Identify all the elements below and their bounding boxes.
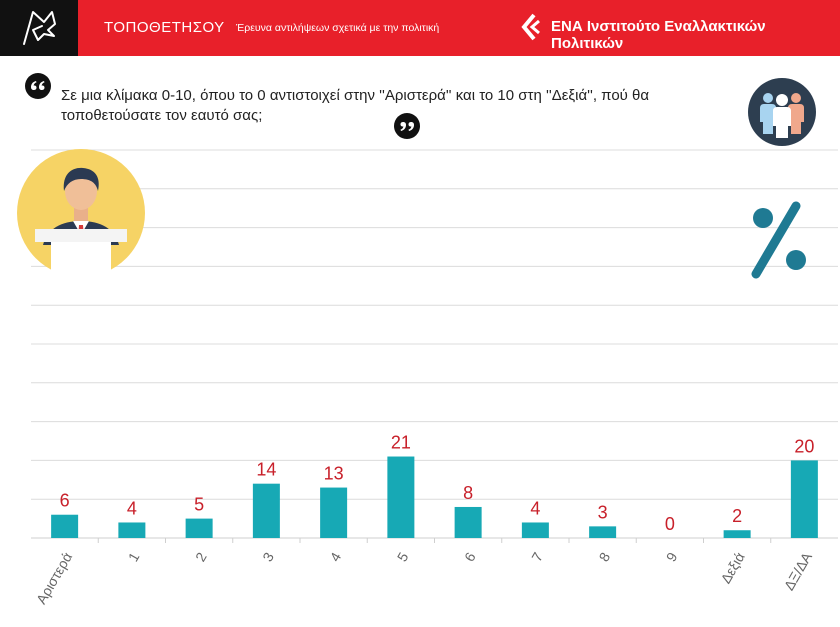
x-tick-label: 2 xyxy=(192,549,210,564)
bar xyxy=(790,460,818,538)
data-label: 20 xyxy=(794,436,814,456)
data-label: 6 xyxy=(60,491,70,511)
header-bar: ΤΟΠΟΘΕΤΗΣΟΥ Έρευνα αντιλήψεων σχετικά με… xyxy=(0,0,840,56)
x-tick-label: 9 xyxy=(663,549,681,564)
organization-name: ΕΝΑ Ινστιτούτο Εναλλακτικών Πολιτικών xyxy=(551,18,766,52)
x-tick-label: 4 xyxy=(326,549,344,564)
x-tick-label: Αριστερά xyxy=(33,550,75,607)
data-label: 3 xyxy=(598,502,608,522)
bar xyxy=(320,487,348,538)
bar xyxy=(185,518,213,538)
data-label: 5 xyxy=(194,495,204,515)
bar xyxy=(589,526,617,538)
quote-close-icon xyxy=(394,113,420,139)
data-label: 4 xyxy=(530,498,540,518)
x-tick-label: 8 xyxy=(595,549,613,564)
ena-logo-icon xyxy=(521,13,540,41)
bar xyxy=(118,522,146,538)
data-label: 13 xyxy=(324,464,344,484)
data-label: 2 xyxy=(732,506,742,526)
data-label: 0 xyxy=(665,514,675,534)
data-label: 4 xyxy=(127,498,137,518)
bar xyxy=(454,506,482,538)
survey-subtitle: Έρευνα αντιλήψεων σχετικά με την πολιτικ… xyxy=(236,22,440,34)
bar xyxy=(51,514,79,538)
speaker-podium-icon xyxy=(17,149,145,277)
x-tick-label: 1 xyxy=(125,549,143,564)
flag-logo[interactable] xyxy=(0,0,78,56)
percent-icon xyxy=(751,201,806,279)
bar xyxy=(521,522,549,538)
bar xyxy=(387,456,415,538)
x-tick-label: 6 xyxy=(461,549,479,564)
flag-logo-icon xyxy=(23,11,56,45)
quote-open-icon xyxy=(25,73,51,99)
data-label: 21 xyxy=(391,433,411,453)
x-tick-label: 3 xyxy=(259,549,277,564)
x-tick-label: 7 xyxy=(528,549,546,564)
brand-title: ΤΟΠΟΘΕΤΗΣΟΥ xyxy=(104,19,225,36)
data-label: 14 xyxy=(256,460,276,480)
data-label: 8 xyxy=(463,483,473,503)
x-tick-label: ΔΞ/ΔΑ xyxy=(781,549,816,593)
x-tick-label: 5 xyxy=(394,549,412,564)
bar xyxy=(723,530,751,538)
x-tick-label: Δεξιά xyxy=(717,550,747,587)
bar xyxy=(252,483,280,538)
survey-question: Σε μια κλίμακα 0-10, όπου το 0 αντιστοιχ… xyxy=(61,87,650,124)
people-icon xyxy=(748,78,816,146)
